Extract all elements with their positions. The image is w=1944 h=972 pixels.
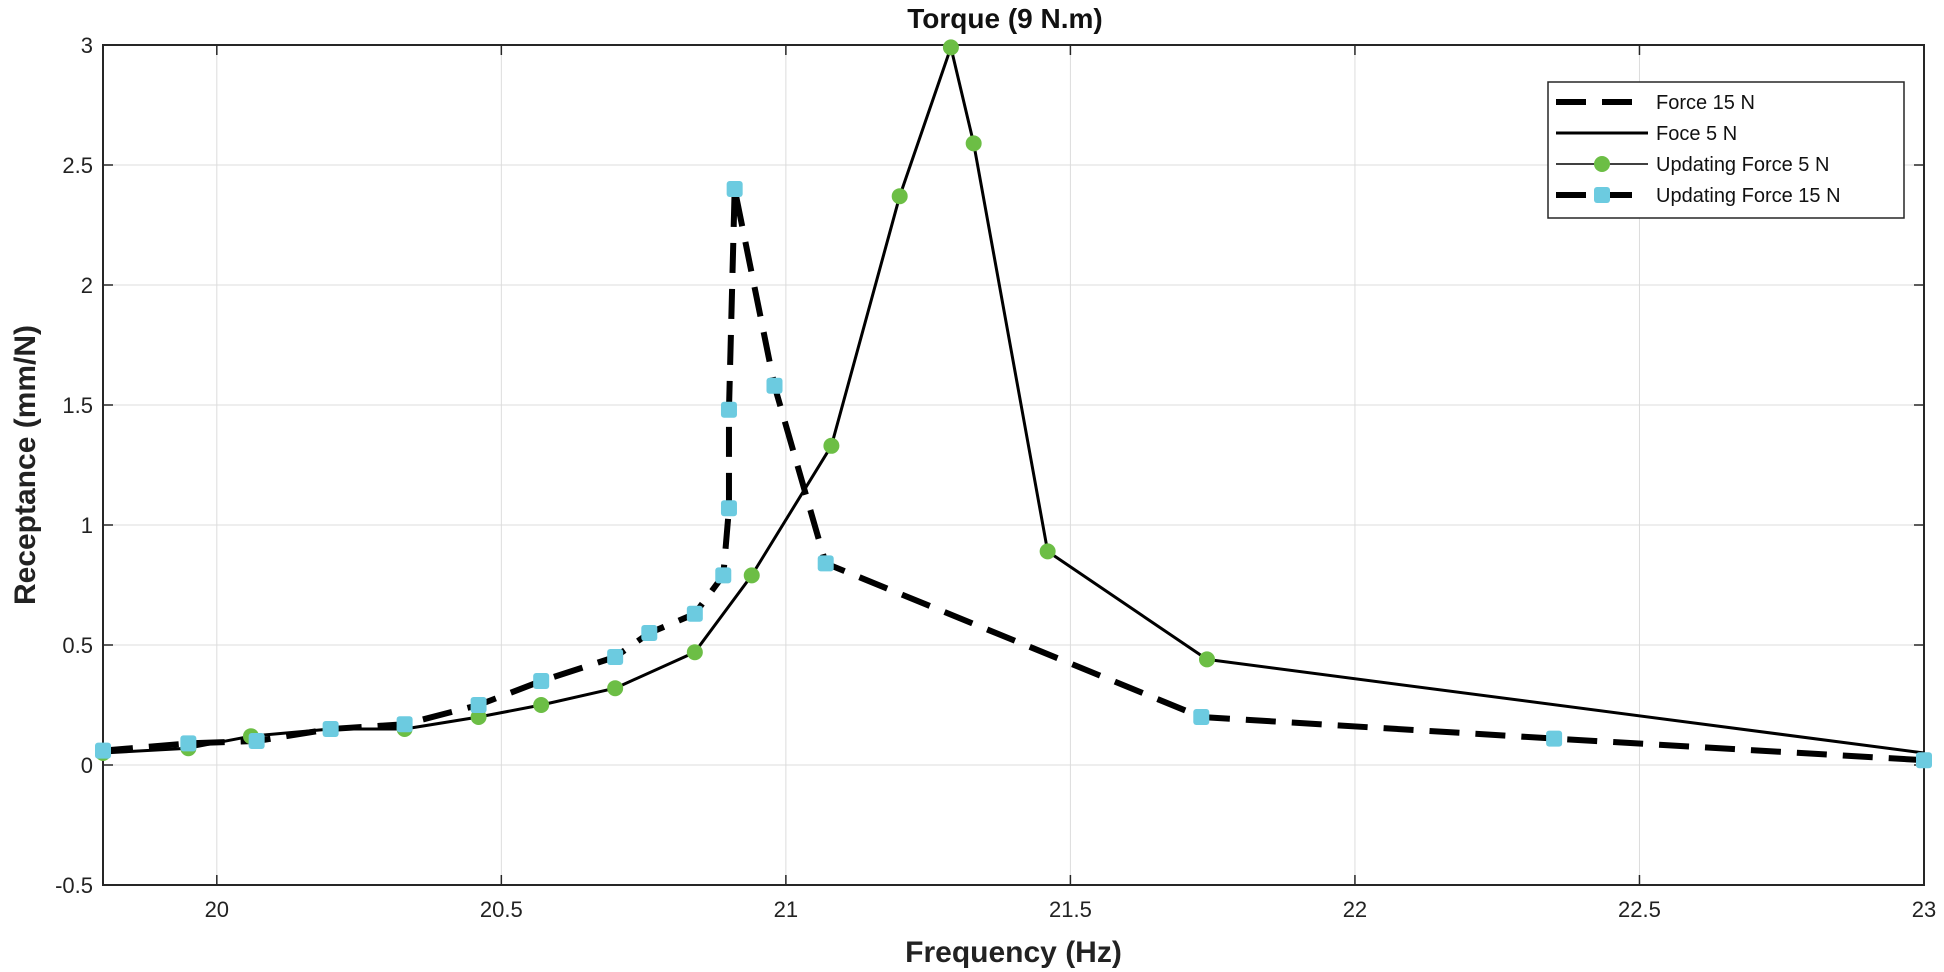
y-tick-label: 2: [81, 273, 93, 298]
marker-updating-force-15-n: [641, 625, 658, 641]
marker-updating-force-15-n: [726, 181, 743, 197]
marker-updating-force-5-n: [942, 39, 959, 56]
axis-ticks: 20 20.5 21 21.5 22 22.5 23-0.500.511.522.53: [55, 33, 1936, 922]
marker-updating-force-5-n: [1039, 543, 1056, 560]
marker-updating-force-15-n: [607, 649, 624, 665]
marker-updating-force-15-n: [248, 733, 265, 749]
x-tick-label: 20: [205, 897, 229, 922]
legend: Force 15 N Foce 5 N Updating Force 5 N Upda…: [1547, 81, 1905, 219]
y-tick-label: 0: [81, 753, 93, 778]
marker-updating-force-5-n: [533, 697, 550, 713]
x-tick-label: 21: [774, 897, 798, 922]
marker-updating-force-15-n: [470, 697, 487, 713]
marker-updating-force-5-n: [891, 188, 908, 205]
x-tick-label: 21.5: [1049, 897, 1092, 922]
marker-updating-force-5-n: [823, 437, 840, 454]
marker-updating-force-15-n: [95, 742, 111, 759]
x-tick-label: 22: [1343, 897, 1367, 922]
marker-updating-force-15-n: [715, 567, 732, 584]
legend-label: Updating Force 5 N: [1656, 154, 1829, 176]
chart-title: Torque (9 N.m): [907, 3, 1102, 34]
plot-area-frame: [102, 44, 1925, 886]
marker-updating-force-15-n: [1193, 709, 1210, 725]
x-tick-label: 23: [1912, 897, 1936, 922]
legend-label: Updating Force 15 N: [1656, 185, 1841, 207]
marker-updating-force-15-n: [686, 605, 703, 622]
marker-updating-force-15-n: [720, 401, 737, 418]
marker-updating-force-15-n: [817, 555, 834, 572]
x-tick-label: 20.5: [480, 897, 523, 922]
x-axis-title: Frequency (Hz): [905, 936, 1122, 969]
y-tick-label: 1.5: [62, 393, 93, 418]
legend-label: Foce 5 N: [1656, 123, 1737, 145]
marker-updating-force-15-n: [180, 735, 197, 752]
marker-updating-force-15-n: [720, 500, 737, 517]
marker-updating-force-15-n: [1916, 752, 1932, 769]
y-tick-label: 1: [81, 513, 93, 538]
marker-updating-force-15-n: [396, 716, 413, 733]
marker-updating-force-5-n: [743, 567, 760, 584]
marker-updating-force-15-n: [766, 377, 783, 394]
marker-updating-force-5-n: [686, 644, 703, 661]
y-axis-title: Receptance (mm/N): [9, 325, 42, 605]
y-tick-label: 2.5: [62, 153, 93, 178]
legend-swatch-marker: [1594, 187, 1610, 203]
y-tick-label: 0.5: [62, 633, 93, 658]
y-tick-label: -0.5: [55, 873, 93, 898]
y-tick-label: 3: [81, 33, 93, 58]
marker-updating-force-5-n: [607, 680, 624, 697]
marker-updating-force-5-n: [1198, 651, 1215, 668]
data-series: [95, 39, 1932, 769]
marker-updating-force-15-n: [533, 673, 550, 689]
marker-updating-force-15-n: [322, 721, 339, 737]
legend-label: Force 15 N: [1656, 92, 1755, 114]
legend-swatch-marker: [1594, 156, 1610, 172]
marker-updating-force-5-n: [965, 135, 982, 152]
marker-updating-force-15-n: [1546, 730, 1563, 747]
x-tick-label: 22.5: [1618, 897, 1661, 922]
